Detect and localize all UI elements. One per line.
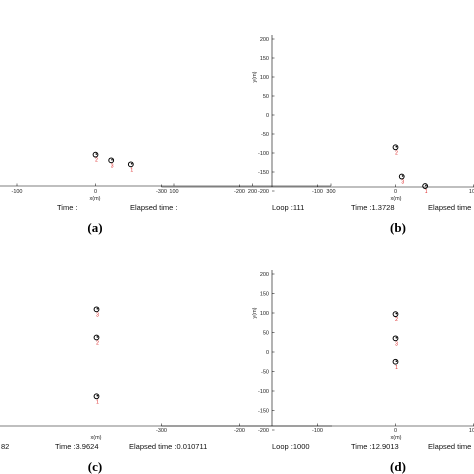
- robot-point-dot: [95, 153, 98, 155]
- y-tick-label: -50: [261, 132, 269, 138]
- info-text: Elapsed time :: [428, 203, 474, 212]
- x-axis-label: x(m): [91, 435, 102, 441]
- point-label: 2: [95, 158, 98, 164]
- x-tick-label: -100: [312, 428, 323, 434]
- y-tick-label: -200: [258, 428, 269, 434]
- robot-point: [93, 334, 100, 341]
- info-text: Time :1.3728: [351, 203, 395, 212]
- x-tick-label: -100: [312, 189, 323, 195]
- robot-point-dot: [425, 184, 427, 187]
- y-tick-label: 50: [263, 331, 269, 337]
- robot-point: [127, 161, 134, 168]
- robot-point: [392, 311, 399, 318]
- x-tick-label: 0: [394, 428, 397, 434]
- y-tick-label: -150: [258, 409, 269, 415]
- y-tick-label: 200: [260, 37, 269, 43]
- y-tick-label: 0: [266, 350, 269, 356]
- x-tick-label: 100: [469, 428, 474, 434]
- point-label: 3: [111, 163, 114, 169]
- robot-point-dot: [96, 394, 99, 397]
- x-tick-label: 100: [169, 189, 178, 195]
- x-tick-label: 0: [394, 189, 397, 195]
- info-text: Loop :1000: [272, 442, 310, 451]
- y-tick-label: -100: [258, 389, 269, 395]
- x-tick-label: 300: [326, 189, 335, 195]
- robot-point-dot: [96, 336, 99, 338]
- robot-point-dot: [395, 336, 398, 339]
- y-tick-label: 0: [266, 113, 269, 119]
- robot-point: [93, 306, 100, 313]
- info-text: Elapsed time :0.010711: [129, 442, 207, 451]
- y-tick-label: 150: [260, 292, 269, 298]
- robot-point-dot: [96, 307, 99, 310]
- subplot-b: -300 -200 -100 0 100 x(m) -200 -150 -100 -50 0 50 10…: [156, 35, 474, 235]
- y-tick-label: 150: [260, 56, 269, 62]
- subplot-caption: (a): [87, 220, 102, 235]
- robot-point-dot: [395, 145, 398, 148]
- x-axis-label: x(m): [391, 435, 402, 441]
- point-label: 1: [425, 189, 428, 195]
- robot-point-dot: [395, 312, 398, 315]
- y-axis-label: y(m): [252, 307, 258, 318]
- info-text: Time :: [57, 203, 78, 212]
- subplot-caption: (b): [390, 220, 406, 235]
- robot-point: [392, 335, 399, 342]
- robot-point-dot: [395, 360, 398, 362]
- robot-point-dot: [111, 158, 113, 161]
- robot-point-dot: [130, 162, 133, 165]
- info-text: 82: [1, 442, 9, 451]
- x-tick-label: -300: [156, 189, 167, 195]
- info-text: Loop :111: [272, 203, 304, 212]
- subplot-caption: (c): [88, 459, 102, 474]
- y-tick-label: 50: [263, 94, 269, 100]
- point-label: 3: [395, 341, 398, 347]
- x-tick-label: 0: [94, 189, 97, 195]
- robot-point: [108, 157, 115, 164]
- point-label: 1: [395, 365, 398, 371]
- y-tick-label: -200: [258, 189, 269, 195]
- x-axis-label: x(m): [90, 196, 101, 202]
- x-axis-label: x(m): [391, 196, 402, 202]
- point-label: 3: [401, 180, 404, 186]
- robot-point: [398, 173, 405, 180]
- x-tick-label: -200: [234, 189, 245, 195]
- info-text: Elapsed time :: [428, 442, 474, 451]
- y-axis-label: y(m): [252, 71, 258, 82]
- y-tick-label: 100: [260, 311, 269, 317]
- point-label: 2: [395, 317, 398, 323]
- subplot-d: -300 -200 -100 0 100 x(m) -200 -150 -100 -50 0 50 10…: [156, 270, 474, 474]
- info-text: Time :3.9624: [55, 442, 99, 451]
- robot-point: [92, 151, 99, 158]
- robot-point: [392, 144, 399, 151]
- y-tick-label: 200: [260, 272, 269, 278]
- x-tick-label: -200: [234, 428, 245, 434]
- y-tick-label: -150: [258, 170, 269, 176]
- robot-point-dot: [401, 175, 404, 177]
- subplot-a: -100 0 100 200 300 x(m) 2 3 1 Time : Elapsed time …: [0, 151, 336, 235]
- point-label: 1: [96, 399, 99, 405]
- y-tick-label: -50: [261, 370, 269, 376]
- robot-point: [422, 183, 429, 189]
- x-tick-label: -100: [11, 189, 22, 195]
- point-label: 2: [96, 341, 99, 347]
- x-tick-label: 200: [248, 189, 257, 195]
- info-text: Time :12.9013: [351, 442, 399, 451]
- x-tick-label: -300: [156, 428, 167, 434]
- info-text: Elapsed time :: [130, 203, 178, 212]
- point-label: 1: [130, 167, 133, 173]
- robot-point: [392, 358, 399, 365]
- subplot-caption: (d): [390, 459, 406, 474]
- y-tick-label: -100: [258, 151, 269, 157]
- y-tick-label: 100: [260, 75, 269, 81]
- robot-point: [93, 393, 100, 400]
- x-tick-label: 100: [469, 189, 474, 195]
- point-label: 3: [96, 312, 99, 318]
- point-label: 2: [395, 150, 398, 156]
